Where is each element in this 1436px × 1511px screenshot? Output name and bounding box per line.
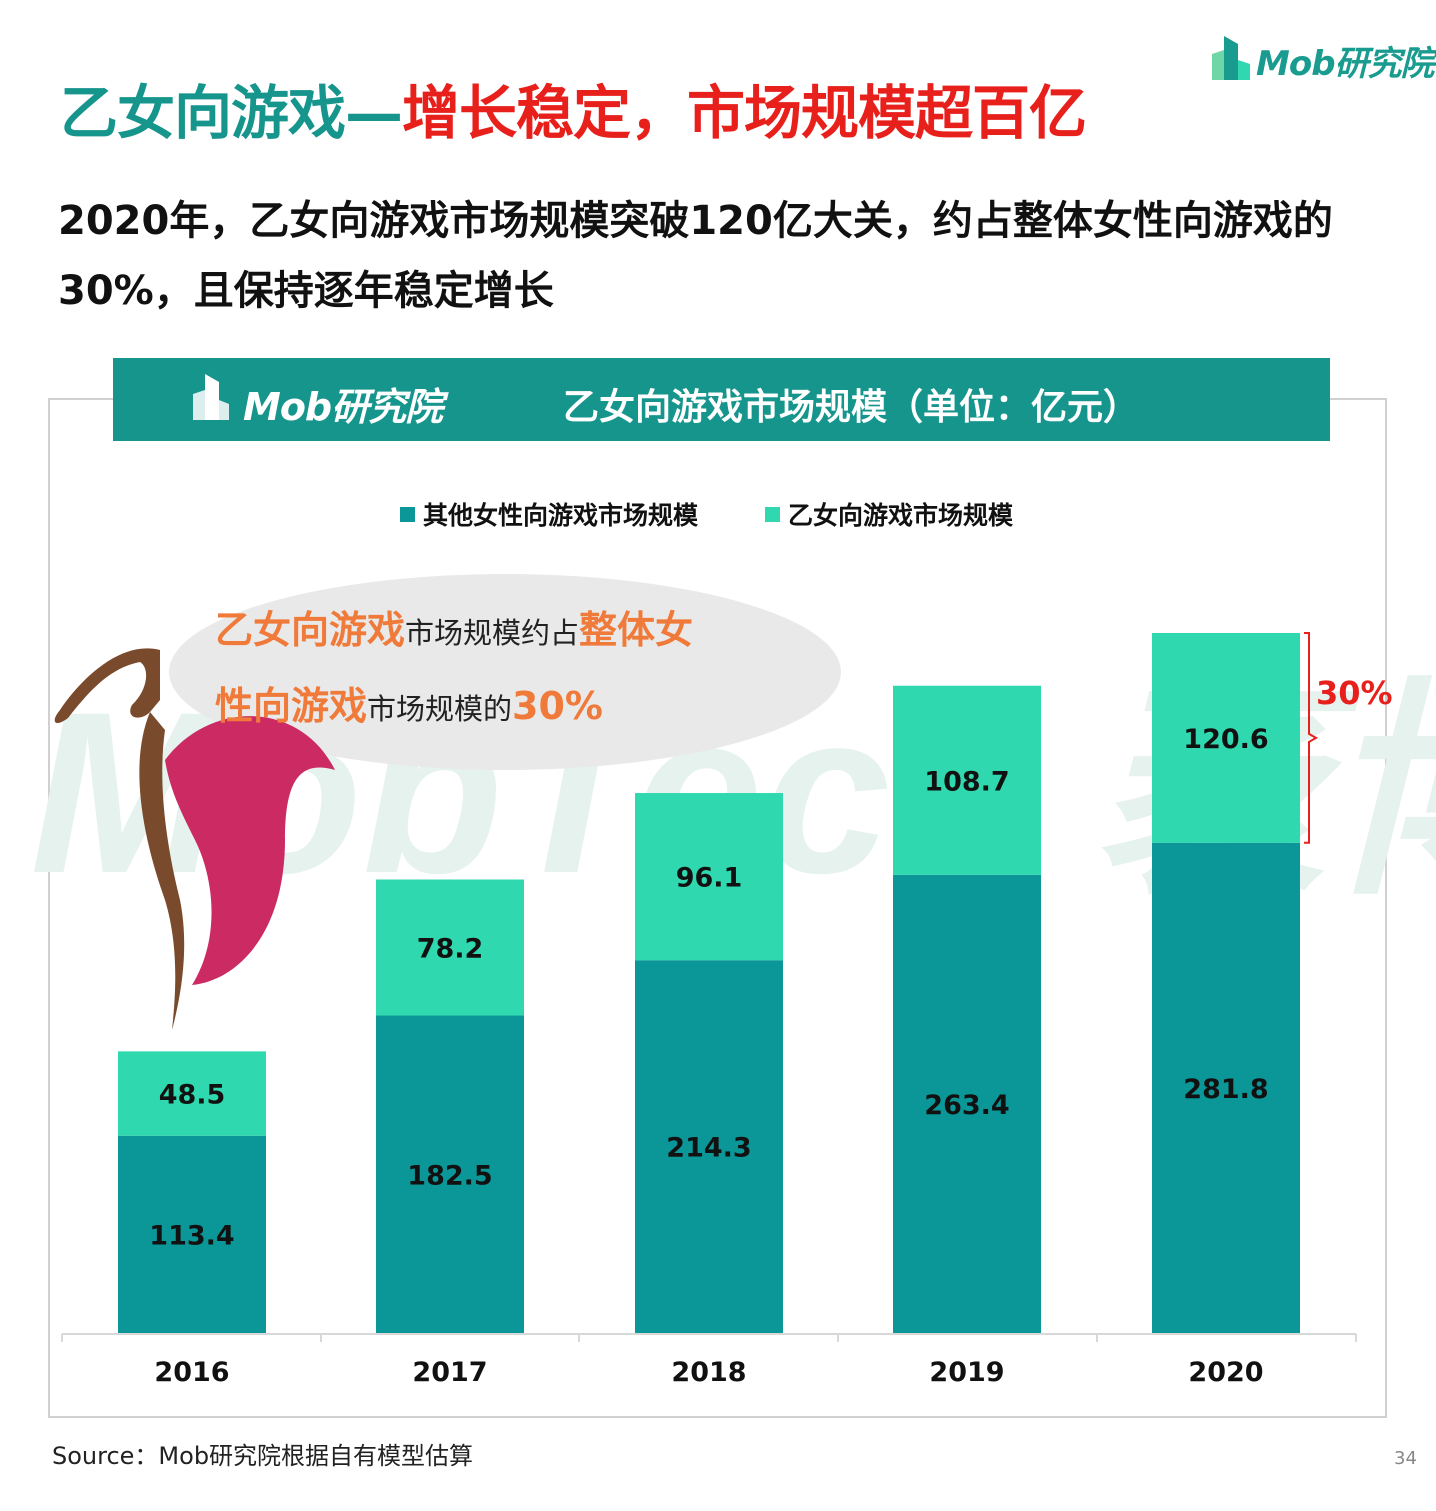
title-part1: 乙女向游戏— bbox=[60, 79, 403, 147]
x-tick-label-2018: 2018 bbox=[671, 1357, 746, 1388]
bar-otome-2019 bbox=[893, 685, 1041, 875]
bar-group: 113.4 48.5 182.5 78.2 214.3 96.1 263.4 108.7 281… bbox=[118, 633, 1300, 1333]
page-subtitle: 2020年，乙女向游戏市场规模突破120亿大关，约占整体女性向游戏的30%，且保… bbox=[58, 198, 1333, 314]
callout-hl-2: 整体女 bbox=[579, 608, 694, 652]
callout-line-2: 性向游戏市场规模的30% bbox=[215, 668, 775, 747]
legend-item-other: 其他女性向游戏市场规模 bbox=[400, 496, 698, 532]
label-other-2018: 214.3 bbox=[666, 1133, 751, 1164]
x-tick-label-2016: 2016 bbox=[154, 1357, 229, 1388]
callout-line-1: 乙女向游戏市场规模约占整体女 bbox=[215, 592, 775, 671]
bar-other-2016 bbox=[118, 1135, 266, 1333]
page-title: 乙女向游戏—增长稳定，市场规模超百亿 bbox=[60, 66, 1087, 150]
x-tick-label-2019: 2019 bbox=[929, 1357, 1004, 1388]
bar-other-2020 bbox=[1152, 842, 1300, 1333]
lady-figure-illustration bbox=[54, 648, 335, 1030]
x-axis: 2016 2017 2018 2019 2020 bbox=[61, 1333, 1357, 1388]
callout-text-1: 市场规模约占 bbox=[405, 616, 580, 650]
legend-label-otome: 乙女向游戏市场规模 bbox=[788, 501, 1014, 530]
figure-hair bbox=[54, 648, 161, 724]
callout-hl-4: 30% bbox=[512, 684, 603, 728]
bar-otome-2017 bbox=[376, 879, 524, 1016]
chart-banner: Mob研究院 乙女向游戏市场规模（单位：亿元） bbox=[113, 358, 1330, 441]
chart-title: 乙女向游戏市场规模（单位：亿元） bbox=[563, 387, 1140, 428]
label-other-2019: 263.4 bbox=[924, 1090, 1009, 1121]
title-part2: 增长稳定，市场规模超百亿 bbox=[402, 79, 1087, 147]
label-otome-2019: 108.7 bbox=[924, 766, 1009, 797]
label-other-2020: 281.8 bbox=[1183, 1074, 1268, 1105]
mob-logo: Mob研究院 bbox=[1208, 30, 1435, 90]
banner-logo-text: Mob研究院 bbox=[243, 385, 443, 429]
banner-logo-icon bbox=[193, 374, 229, 420]
figure-body-line bbox=[139, 712, 185, 1030]
bar-otome-2018 bbox=[635, 793, 783, 961]
x-tick-label-2017: 2017 bbox=[412, 1357, 487, 1388]
legend-swatch-other bbox=[400, 506, 415, 522]
x-tick-label-2020: 2020 bbox=[1188, 1357, 1263, 1388]
bracket-label: 30% bbox=[1316, 674, 1393, 712]
label-otome-2020: 120.6 bbox=[1183, 724, 1268, 755]
bar-other-2019 bbox=[893, 874, 1041, 1333]
legend-swatch-otome bbox=[765, 506, 780, 522]
label-otome-2017: 78.2 bbox=[417, 934, 484, 965]
bracket-line bbox=[1304, 632, 1319, 844]
label-otome-2018: 96.1 bbox=[676, 863, 743, 894]
figure-dress bbox=[165, 716, 335, 985]
label-other-2016: 113.4 bbox=[149, 1220, 234, 1251]
mob-logo-text: Mob研究院 bbox=[1256, 44, 1435, 84]
bar-otome-2016 bbox=[118, 1051, 266, 1136]
label-other-2017: 182.5 bbox=[407, 1160, 492, 1191]
mob-logo-icon bbox=[1212, 36, 1250, 80]
label-otome-2016: 48.5 bbox=[159, 1080, 226, 1111]
bar-otome-2020 bbox=[1152, 633, 1300, 843]
callout-hl-3: 性向游戏 bbox=[215, 684, 368, 728]
percent-bracket: 30% bbox=[1304, 632, 1393, 844]
page-number: 34 bbox=[1394, 1448, 1417, 1469]
callout-text-2: 市场规模的 bbox=[367, 692, 513, 726]
legend-item-otome: 乙女向游戏市场规模 bbox=[765, 496, 1013, 532]
bar-other-2018 bbox=[635, 960, 783, 1333]
legend-label-other: 其他女性向游戏市场规模 bbox=[423, 501, 699, 530]
callout-bubble bbox=[169, 574, 841, 770]
source-note: Source：Mob研究院根据自有模型估算 bbox=[52, 1442, 474, 1470]
chart-legend: 其他女性向游戏市场规模 乙女向游戏市场规模 bbox=[0, 496, 1436, 530]
bar-other-2017 bbox=[376, 1015, 524, 1333]
callout-hl-1: 乙女向游戏 bbox=[215, 608, 406, 652]
